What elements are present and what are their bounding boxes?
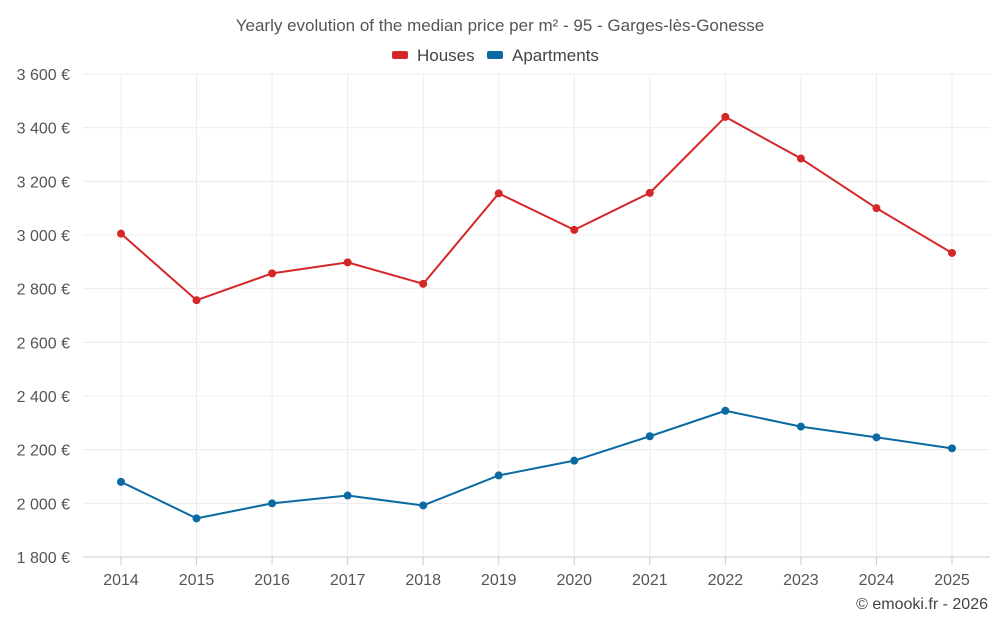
series-line-houses xyxy=(120,115,953,302)
y-tick-label: 3 000 € xyxy=(17,228,70,245)
x-tick-label: 2017 xyxy=(330,572,366,589)
legend-item-apartments[interactable]: Apartments xyxy=(487,46,599,65)
legend-label-apartments: Apartments xyxy=(512,46,599,65)
data-point-apartments[interactable] xyxy=(268,499,277,508)
x-axis-labels: 2014 2015 2016 2017 2018 2019 2020 2021 2022 2023… xyxy=(103,572,970,589)
x-tick-label: 2018 xyxy=(405,572,441,589)
data-point-apartments[interactable] xyxy=(721,406,730,415)
y-gridlines xyxy=(83,73,990,504)
credit-text: © emooki.fr - 2026 xyxy=(856,596,988,613)
legend-swatch-houses xyxy=(392,51,408,59)
x-tick-label: 2019 xyxy=(481,572,517,589)
x-tick-label: 2025 xyxy=(934,572,970,589)
x-tick-label: 2022 xyxy=(708,572,744,589)
data-point-houses[interactable] xyxy=(343,258,352,267)
data-point-apartments[interactable] xyxy=(343,491,352,500)
x-tick-label: 2023 xyxy=(783,572,819,589)
y-tick-label: 2 200 € xyxy=(17,443,70,460)
x-tick-label: 2024 xyxy=(859,572,895,589)
series-line-apartments xyxy=(120,409,953,520)
data-point-houses[interactable] xyxy=(494,189,503,198)
data-point-apartments[interactable] xyxy=(192,514,201,523)
x-tick-label: 2014 xyxy=(103,572,139,589)
data-point-houses[interactable] xyxy=(192,296,201,305)
x-tick-label: 2015 xyxy=(179,572,215,589)
data-point-houses[interactable] xyxy=(872,204,881,213)
legend-swatch-apartments xyxy=(487,51,503,59)
data-point-apartments[interactable] xyxy=(796,422,805,431)
data-point-apartments[interactable] xyxy=(419,501,428,510)
series-layer xyxy=(117,112,956,523)
series-houses xyxy=(117,112,956,305)
data-point-houses[interactable] xyxy=(570,225,579,234)
legend[interactable]: Houses Apartments xyxy=(392,46,599,65)
y-tick-label: 3 200 € xyxy=(17,174,70,191)
data-point-apartments[interactable] xyxy=(494,471,503,480)
x-tick-label: 2020 xyxy=(556,572,592,589)
x-gridlines xyxy=(120,74,953,565)
data-point-apartments[interactable] xyxy=(872,433,881,442)
data-point-houses[interactable] xyxy=(721,112,730,121)
data-point-apartments[interactable] xyxy=(570,456,579,465)
legend-item-houses[interactable]: Houses xyxy=(392,46,475,65)
data-point-houses[interactable] xyxy=(268,269,277,278)
y-tick-label: 2 400 € xyxy=(17,389,70,406)
data-point-houses[interactable] xyxy=(117,229,125,238)
legend-label-houses: Houses xyxy=(417,46,475,65)
data-point-houses[interactable] xyxy=(419,279,428,288)
data-point-apartments[interactable] xyxy=(117,477,125,486)
y-tick-label: 3 400 € xyxy=(17,121,70,138)
y-tick-label: 2 800 € xyxy=(17,282,70,299)
series-apartments xyxy=(117,406,956,523)
y-tick-label: 1 800 € xyxy=(17,550,70,567)
y-tick-label: 2 600 € xyxy=(17,335,70,352)
data-point-houses[interactable] xyxy=(796,154,805,163)
data-point-houses[interactable] xyxy=(645,188,654,197)
y-tick-label: 3 600 € xyxy=(17,67,70,84)
x-tick-label: 2021 xyxy=(632,572,668,589)
y-tick-label: 2 000 € xyxy=(17,496,70,513)
chart-title: Yearly evolution of the median price per… xyxy=(236,16,765,35)
data-point-houses[interactable] xyxy=(948,248,956,257)
data-point-apartments[interactable] xyxy=(948,444,956,453)
x-tick-label: 2016 xyxy=(254,572,290,589)
data-point-apartments[interactable] xyxy=(645,432,654,441)
y-axis-labels: 1 800 € 2 000 € 2 200 € 2 400 € 2 600 € 2 800… xyxy=(17,67,70,567)
